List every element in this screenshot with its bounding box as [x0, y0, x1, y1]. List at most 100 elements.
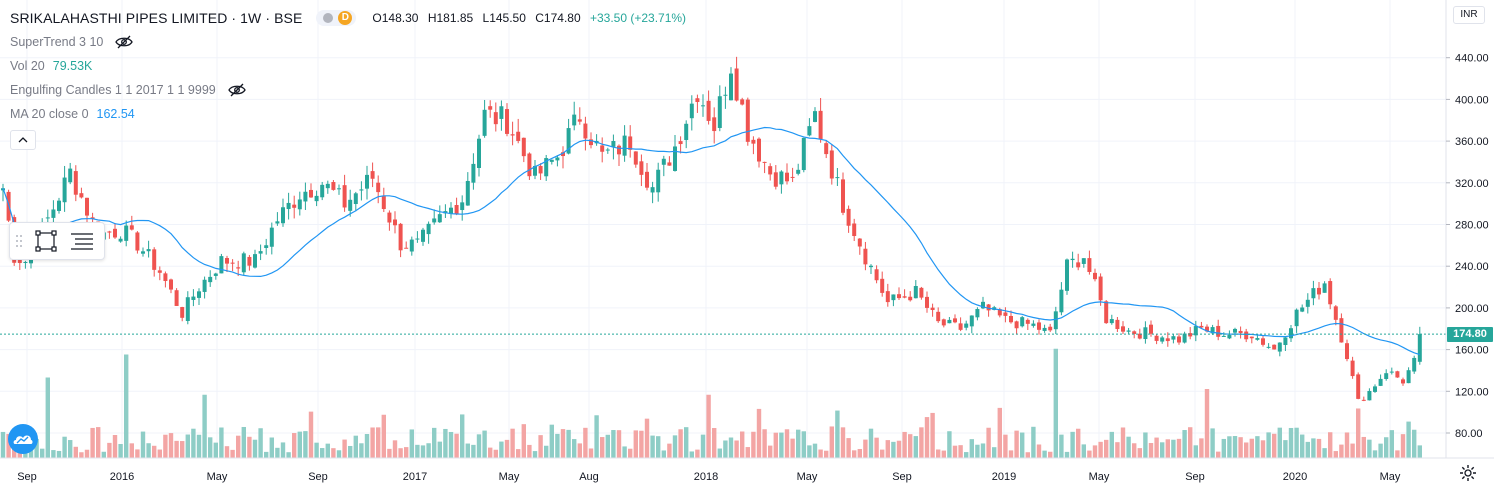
candle-body	[734, 68, 739, 101]
candle-body	[1361, 399, 1366, 401]
eye-off-icon[interactable]	[227, 83, 246, 97]
candle-body	[1121, 326, 1125, 332]
ohlc-values: O148.30 H181.85 L145.50 C174.80 +33.50 (…	[372, 7, 686, 29]
candle-body	[869, 265, 873, 268]
time-tick-label: Sep	[308, 471, 328, 483]
candle-body	[521, 137, 526, 157]
candle-body	[292, 204, 297, 208]
volume-bar	[1115, 442, 1120, 458]
volume-bar	[247, 436, 252, 458]
volume-bar	[482, 430, 487, 458]
volume-bar	[1400, 434, 1406, 458]
indicator-name: MA 20 close 0	[10, 107, 89, 121]
indicator-volume[interactable]: Vol 20 79.53K	[10, 54, 686, 78]
volume-bar	[1316, 438, 1322, 458]
volume-bar	[1053, 348, 1058, 458]
candle-body	[779, 171, 784, 185]
candle-body	[325, 183, 330, 189]
market-status-pill[interactable]: D	[316, 10, 357, 26]
candle-body	[1294, 309, 1299, 327]
candle-body	[1025, 319, 1030, 324]
price-tick-label: 360.00	[1455, 136, 1489, 148]
volume-bar	[947, 431, 952, 458]
eye-off-icon[interactable]	[115, 35, 134, 49]
candle-body	[650, 187, 655, 193]
volume-bar	[919, 427, 924, 458]
floating-drawing-toolbar[interactable]	[9, 222, 105, 260]
candle-body	[673, 146, 677, 171]
candle-body	[1188, 333, 1193, 337]
indicator-name: Engulfing Candles 1 1 2017 1 1 9999	[10, 83, 216, 97]
currency-label[interactable]: INR	[1453, 6, 1485, 24]
candle-body	[577, 119, 582, 122]
candle-body	[505, 109, 509, 134]
candle-body	[73, 171, 78, 195]
candle-body	[633, 151, 638, 165]
indicator-ma[interactable]: MA 20 close 0 162.54	[10, 102, 686, 126]
volume-bar	[1104, 439, 1109, 458]
candle-body	[880, 278, 885, 293]
volume-bar	[689, 451, 694, 458]
symbol-title[interactable]: SRIKALAHASTHI PIPES LIMITED · 1W · BSE	[10, 10, 303, 26]
volume-bar	[34, 438, 39, 458]
volume-bar	[208, 437, 213, 458]
volume-bar	[1350, 443, 1355, 458]
volume-bar	[572, 439, 577, 458]
volume-bar	[1244, 442, 1249, 458]
candle-body	[1076, 262, 1081, 268]
volume-bar	[672, 435, 678, 458]
candle-body	[969, 315, 974, 327]
candle-body	[1081, 258, 1086, 264]
candle-body	[1345, 343, 1349, 360]
volume-bar	[661, 450, 666, 458]
candle-body	[768, 166, 773, 175]
volume-bar	[1311, 438, 1316, 458]
volume-bar	[258, 428, 263, 458]
drag-handle-icon[interactable]	[13, 231, 25, 251]
price-axis: 80.00 120.00 160.00 200.00 240.00 280.00 320.0…	[1446, 53, 1489, 440]
close-value: C174.80	[535, 11, 581, 25]
candle-body	[1149, 324, 1153, 334]
tradingview-logo[interactable]	[8, 424, 38, 454]
rectangle-tool-button[interactable]	[31, 226, 61, 256]
volume-bar	[129, 443, 134, 458]
volume-bar	[112, 435, 118, 458]
volume-bar	[1020, 432, 1025, 458]
volume-bar	[969, 439, 974, 458]
volume-bar	[1266, 432, 1271, 458]
volume-bar	[1272, 433, 1277, 458]
candle-body	[1182, 333, 1187, 343]
candle-body	[958, 323, 963, 330]
candle-body	[1300, 307, 1305, 312]
candle-body	[157, 270, 162, 273]
volume-bar	[1406, 421, 1411, 458]
price-tick-label: 120.00	[1455, 386, 1489, 398]
time-tick-label: 2018	[694, 471, 718, 483]
volume-bar	[118, 444, 123, 458]
collapse-legend-button[interactable]	[10, 130, 36, 150]
volume-bar	[219, 427, 224, 458]
volume-bar	[756, 408, 762, 458]
indicator-engulfing[interactable]: Engulfing Candles 1 1 2017 1 1 9999	[10, 78, 686, 102]
indicator-supertrend[interactable]: SuperTrend 3 10	[10, 30, 686, 54]
candle-body	[773, 172, 778, 187]
volume-bar	[538, 435, 543, 458]
object-tree-button[interactable]	[67, 226, 97, 256]
candle-body	[689, 103, 694, 119]
volume-bar	[476, 434, 482, 458]
volume-bar	[807, 445, 812, 458]
volume-bar	[510, 428, 515, 458]
candle-body	[628, 136, 633, 150]
volume-bar	[1277, 427, 1282, 458]
gear-icon[interactable]	[1459, 464, 1477, 482]
candle-body	[701, 105, 705, 107]
volume-bar	[1098, 441, 1103, 458]
volume-bar	[1109, 431, 1114, 458]
indicator-value: 79.53K	[52, 59, 93, 73]
candle-body	[247, 256, 252, 266]
volume-bar	[622, 446, 627, 458]
volume-bar	[146, 443, 151, 458]
candle-body	[1389, 371, 1394, 373]
candle-body	[1406, 370, 1411, 384]
